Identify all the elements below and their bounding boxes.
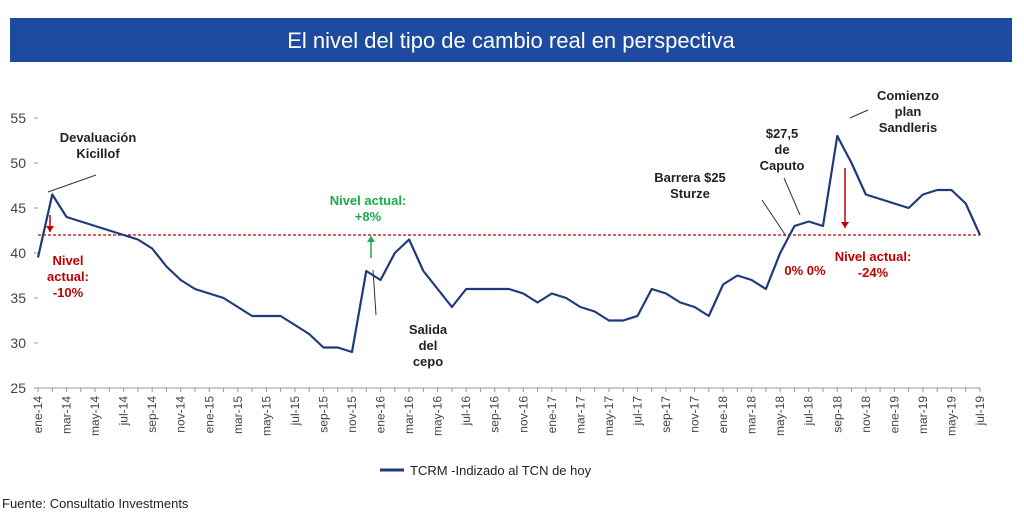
- arrow-head: [46, 226, 54, 232]
- annotation: +8%: [355, 209, 382, 224]
- annotation: de: [774, 142, 789, 157]
- annotation: 0% 0%: [784, 263, 826, 278]
- x-tick-label: mar-14: [60, 396, 74, 434]
- x-tick-label: mar-18: [745, 396, 759, 434]
- x-tick-label: may-17: [602, 396, 616, 436]
- x-tick-label: may-16: [431, 396, 445, 436]
- y-tick-label: 30: [10, 335, 26, 351]
- annotation: Sandleris: [879, 120, 938, 135]
- x-tick-label: ene-16: [374, 396, 388, 434]
- x-tick-label: nov-16: [516, 396, 530, 433]
- annotation: Barrera $25: [654, 170, 726, 185]
- x-tick-label: may-15: [259, 396, 273, 436]
- x-tick-label: jul-17: [630, 396, 644, 427]
- annotation: Nivel actual:: [835, 249, 912, 264]
- x-tick-label: may-19: [944, 396, 958, 436]
- leader: [849, 109, 869, 119]
- x-tick-label: mar-19: [916, 396, 930, 434]
- x-tick-label: sep-18: [830, 396, 844, 433]
- x-tick-label: mar-15: [231, 396, 245, 434]
- x-tick-label: ene-15: [202, 396, 216, 434]
- x-tick-label: jul-14: [117, 396, 131, 427]
- legend-label: TCRM -Indizado al TCN de hoy: [410, 463, 592, 478]
- x-tick-label: ene-14: [31, 396, 45, 434]
- x-tick-label: sep-15: [316, 396, 330, 433]
- y-tick-label: 55: [10, 110, 26, 126]
- x-tick-label: ene-17: [545, 396, 559, 434]
- annotation: Nivel: [52, 253, 83, 268]
- x-tick-label: jul-18: [802, 396, 816, 427]
- x-tick-label: ene-18: [716, 396, 730, 434]
- annotation: Caputo: [760, 158, 805, 173]
- x-tick-label: mar-17: [573, 396, 587, 434]
- chart-title: El nivel del tipo de cambio real en pers…: [287, 28, 735, 53]
- x-tick-label: jul-19: [973, 396, 987, 427]
- title-bar: [10, 18, 1012, 62]
- leader: [783, 177, 801, 216]
- annotation: cepo: [413, 354, 443, 369]
- series-line: [36, 134, 982, 354]
- y-tick-label: 50: [10, 155, 26, 171]
- x-tick-label: may-18: [773, 396, 787, 436]
- arrow-head: [841, 222, 849, 228]
- x-tick-label: jul-16: [459, 396, 473, 427]
- y-tick-label: 40: [10, 245, 26, 261]
- x-tick-label: sep-16: [488, 396, 502, 433]
- annotation: Comienzo: [877, 88, 939, 103]
- annotation: -10%: [53, 285, 84, 300]
- annotation: Salida: [409, 322, 448, 337]
- x-tick-label: nov-14: [174, 396, 188, 433]
- leader: [372, 269, 377, 316]
- leader: [761, 199, 787, 237]
- x-tick-label: sep-17: [659, 396, 673, 433]
- x-tick-label: may-14: [88, 396, 102, 436]
- y-tick-label: 45: [10, 200, 26, 216]
- annotation: del: [419, 338, 438, 353]
- y-tick-label: 25: [10, 380, 26, 396]
- source: Fuente: Consultatio Investments: [2, 496, 189, 511]
- x-tick-label: nov-18: [859, 396, 873, 433]
- annotation: plan: [895, 104, 922, 119]
- leader: [47, 174, 97, 193]
- x-tick-label: nov-17: [688, 396, 702, 433]
- arrow-head: [367, 236, 375, 242]
- y-tick-label: 35: [10, 290, 26, 306]
- x-tick-label: sep-14: [145, 396, 159, 433]
- x-tick-label: ene-19: [887, 396, 901, 434]
- annotation: Devaluación: [60, 130, 137, 145]
- annotation: Sturze: [670, 186, 710, 201]
- x-tick-label: jul-15: [288, 396, 302, 427]
- annotation: Kicillof: [76, 146, 120, 161]
- x-tick-label: mar-16: [402, 396, 416, 434]
- annotation: actual:: [47, 269, 89, 284]
- annotation: Nivel actual:: [330, 193, 407, 208]
- x-tick-label: nov-15: [345, 396, 359, 433]
- annotation: $27,5: [766, 126, 799, 141]
- annotation: -24%: [858, 265, 889, 280]
